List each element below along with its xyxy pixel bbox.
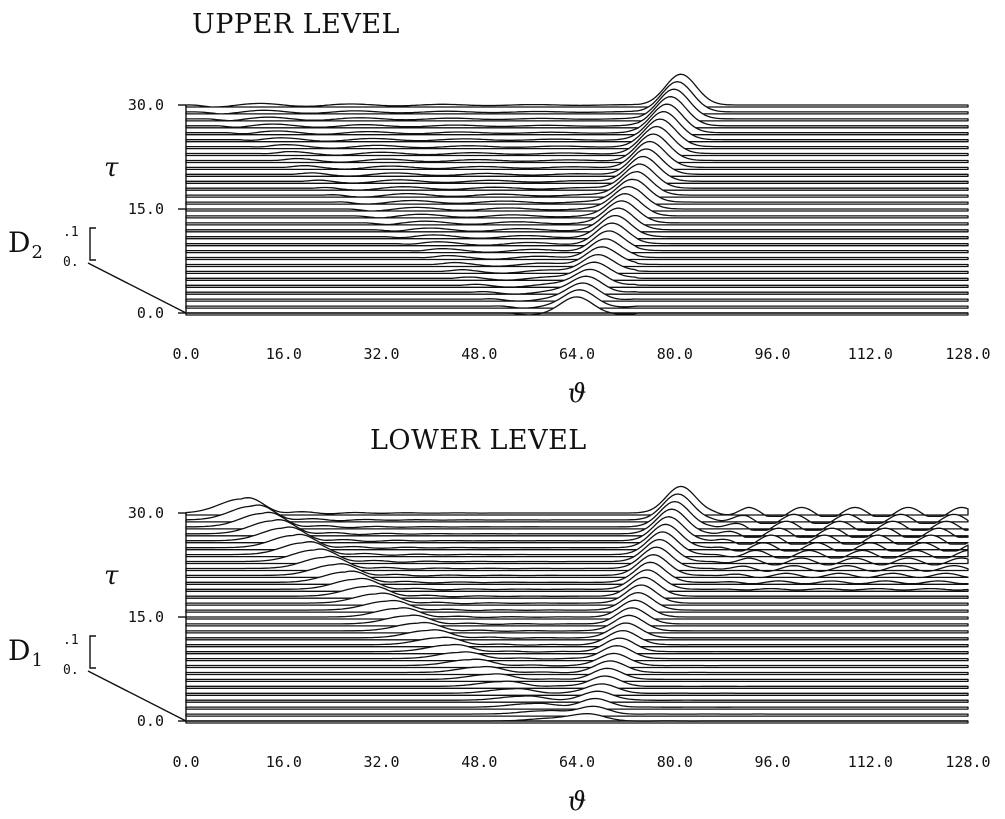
trace-line [185,546,969,572]
trace-line [185,133,969,164]
trace-line [185,81,969,115]
lower-tau-label: τ [104,561,119,591]
trace-line [185,508,969,538]
trace-line [185,554,969,579]
lower-traces [185,485,969,724]
trace-line [185,238,969,261]
upper-tau-label: τ [104,153,119,183]
trace-line [185,207,969,233]
trace-line [185,629,969,648]
trace-line [185,214,969,240]
trace-line [185,584,969,606]
trace-line [185,622,969,641]
upper-perspective-line [87,262,187,314]
lower-amplitude-bracket [89,635,96,669]
xtick-label: 0.0 [172,345,199,363]
xtick-label: 16.0 [266,345,302,363]
upper-panel: UPPER LEVEL 30.0 15.0 0.0 τ D2 .1 0. 0.0… [8,9,991,409]
trace-line [185,569,969,592]
trace-line [185,660,969,676]
xtick-label: 64.0 [559,345,595,363]
lower-ytick-label: 15.0 [128,608,164,626]
lower-amplitude-label: D1 [8,634,43,671]
xtick-label: 0.0 [172,753,199,771]
lower-scale-tick: .1 [63,633,79,648]
trace-line [185,599,969,620]
trace-line [185,118,969,150]
upper-traces [185,73,969,316]
upper-ytick-label: 0.0 [137,304,164,322]
upper-ytick-label: 30.0 [128,96,164,114]
trace-line [185,675,969,689]
trace-line [185,222,969,247]
trace-line [185,645,969,662]
trace-line [185,261,969,281]
trace-line [185,178,969,205]
trace-line [185,110,969,143]
trace-line [185,193,969,219]
xtick-label: 48.0 [461,345,497,363]
lower-xticks: 0.0 16.0 32.0 48.0 64.0 80.0 96.0 112.0 128.0 [172,753,990,771]
upper-xticks: 0.0 16.0 32.0 48.0 64.0 80.0 96.0 112.0 128.0 [172,345,990,363]
xtick-label: 96.0 [754,345,790,363]
trace-line [185,607,969,627]
trace-line [185,705,969,717]
trace-line [185,155,969,184]
upper-amplitude-label: D2 [8,226,43,263]
trace-line [185,163,969,191]
upper-scale-tick: .1 [63,225,79,240]
xtick-label: 128.0 [945,753,990,771]
trace-line [185,73,969,108]
upper-amplitude-bracket [89,227,96,261]
trace-line [185,516,969,545]
trace-line [185,531,969,559]
lower-title: LOWER LEVEL [370,425,587,456]
xtick-label: 112.0 [848,345,893,363]
upper-ytick-label: 15.0 [128,200,164,218]
trace-line [185,246,969,268]
xtick-label: 32.0 [363,753,399,771]
trace-line [185,485,969,518]
trace-line [185,652,969,669]
lower-theta-label: ϑ [568,787,587,817]
xtick-label: 112.0 [848,753,893,771]
upper-theta-label: ϑ [568,379,587,409]
trace-line [185,170,969,198]
trace-line [185,230,969,254]
upper-title: UPPER LEVEL [192,9,400,40]
upper-scale-tick: 0. [63,255,79,270]
trace-line [185,690,969,703]
trace-line [185,125,969,157]
trace-line [185,667,969,683]
trace-line [185,88,969,122]
lower-ytick-label: 30.0 [128,504,164,522]
trace-line [185,200,969,226]
trace-line [185,523,969,552]
trace-line [185,561,969,585]
xtick-label: 32.0 [363,345,399,363]
trace-line [185,683,969,696]
trace-line [185,185,969,212]
lower-panel: LOWER LEVEL 30.0 15.0 0.0 τ D1 .1 0. 0.0… [8,425,991,817]
trace-line [185,614,969,634]
xtick-label: 80.0 [657,753,693,771]
trace-line [185,96,969,129]
lower-perspective-line [87,670,187,722]
lower-ytick-label: 0.0 [137,712,164,730]
xtick-label: 16.0 [266,753,302,771]
trace-line [185,697,969,710]
trace-line [185,103,969,136]
lower-scale-tick: 0. [63,663,79,678]
xtick-label: 96.0 [754,753,790,771]
xtick-label: 64.0 [559,753,595,771]
trace-line [185,637,969,655]
trace-line [185,538,969,566]
xtick-label: 80.0 [657,345,693,363]
xtick-label: 128.0 [945,345,990,363]
xtick-label: 48.0 [461,753,497,771]
trace-line [185,148,969,177]
trace-line [185,140,969,171]
trace-line [185,591,969,613]
